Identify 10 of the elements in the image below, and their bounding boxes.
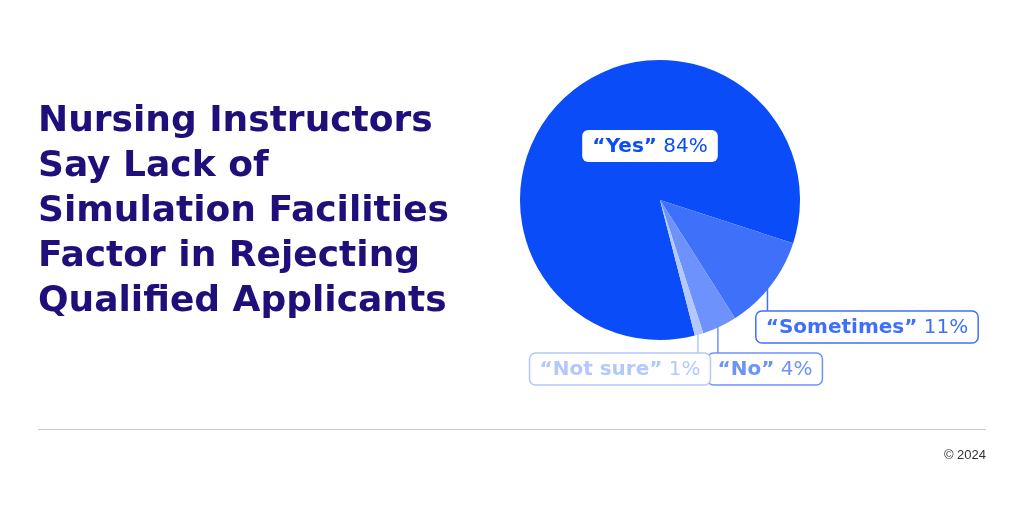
data-label: 84% [656, 133, 708, 158]
slice-label: “No” [717, 356, 775, 381]
data-label: 11% [917, 314, 969, 339]
text: Nursing Instructors Say Lack of Simulation Facilities Factor in Rejecting Qualified Applicants [38, 97, 450, 321]
slice-label: “Not sure” [539, 356, 663, 381]
text: © 2024 [943, 447, 986, 462]
data-label: 1% [662, 356, 701, 381]
slice-label: “Yes” [592, 133, 657, 158]
data-label: 4% [774, 356, 813, 381]
slice-label: “Sometimes” [765, 314, 918, 339]
